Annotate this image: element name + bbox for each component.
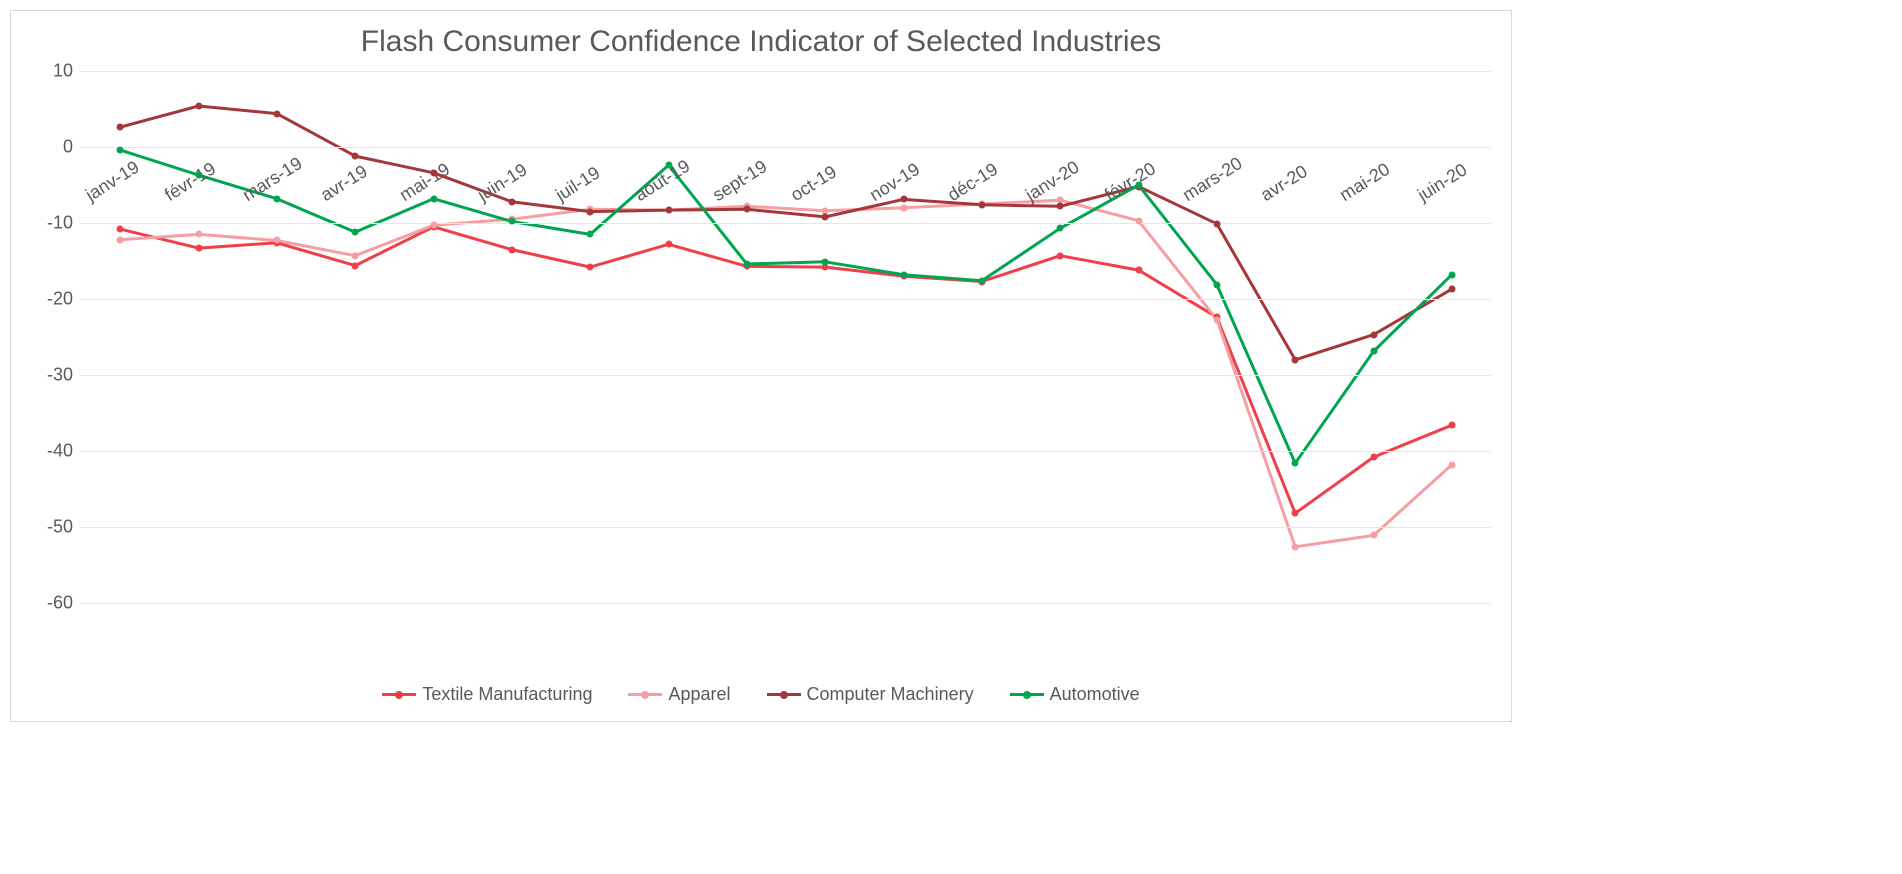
data-point — [822, 258, 829, 265]
y-axis-tick: 10 — [53, 61, 73, 82]
data-point — [1213, 220, 1220, 227]
data-point — [352, 252, 359, 259]
data-point — [430, 222, 437, 229]
legend-item: Automotive — [1010, 684, 1140, 705]
data-point — [1370, 331, 1377, 338]
data-point — [1448, 271, 1455, 278]
legend-item: Textile Manufacturing — [382, 684, 592, 705]
gridline — [81, 223, 1491, 224]
data-point — [1057, 252, 1064, 259]
series-line — [120, 200, 1452, 547]
data-point — [1370, 348, 1377, 355]
data-point — [900, 204, 907, 211]
data-point — [117, 124, 124, 131]
data-point — [273, 237, 280, 244]
legend-swatch — [767, 693, 801, 696]
legend: Textile Manufacturing Apparel Computer Mac… — [11, 683, 1511, 705]
y-axis-tick: -20 — [47, 289, 73, 310]
y-axis-tick: -50 — [47, 517, 73, 538]
data-point — [1292, 510, 1299, 517]
data-point — [743, 206, 750, 213]
series-line — [120, 150, 1452, 463]
gridline — [81, 299, 1491, 300]
legend-label: Computer Machinery — [807, 684, 974, 705]
gridline — [81, 147, 1491, 148]
data-point — [1292, 356, 1299, 363]
data-point — [1292, 460, 1299, 467]
data-point — [1057, 225, 1064, 232]
data-point — [665, 162, 672, 169]
y-axis-tick: -10 — [47, 213, 73, 234]
data-point — [978, 201, 985, 208]
data-point — [352, 262, 359, 269]
gridline — [81, 527, 1491, 528]
data-point — [665, 241, 672, 248]
legend-item: Apparel — [628, 684, 730, 705]
data-point — [273, 195, 280, 202]
gridline — [81, 375, 1491, 376]
data-point — [273, 110, 280, 117]
data-point — [1370, 532, 1377, 539]
data-point — [587, 231, 594, 238]
data-point — [352, 229, 359, 236]
data-point — [1213, 281, 1220, 288]
gridline — [81, 71, 1491, 72]
data-point — [1135, 217, 1142, 224]
y-axis-tick: -40 — [47, 441, 73, 462]
data-point — [900, 271, 907, 278]
data-point — [1448, 286, 1455, 293]
data-point — [1370, 454, 1377, 461]
data-point — [1292, 543, 1299, 550]
data-point — [117, 226, 124, 233]
chart-title: Flash Consumer Confidence Indicator of S… — [11, 25, 1511, 59]
legend-swatch — [1010, 693, 1044, 696]
chart-frame: Flash Consumer Confidence Indicator of S… — [10, 10, 1512, 722]
data-point — [1057, 203, 1064, 210]
data-point — [978, 277, 985, 284]
data-point — [1135, 182, 1142, 189]
data-point — [822, 213, 829, 220]
gridline — [81, 451, 1491, 452]
data-point — [1448, 461, 1455, 468]
data-point — [508, 198, 515, 205]
data-point — [900, 196, 907, 203]
y-axis-tick: -30 — [47, 365, 73, 386]
data-point — [117, 147, 124, 154]
data-point — [1213, 316, 1220, 323]
data-point — [430, 169, 437, 176]
legend-label: Apparel — [668, 684, 730, 705]
y-axis-tick: -60 — [47, 593, 73, 614]
data-point — [508, 218, 515, 225]
series-line — [120, 106, 1452, 360]
legend-item: Computer Machinery — [767, 684, 974, 705]
data-point — [587, 264, 594, 271]
data-point — [1448, 422, 1455, 429]
plot-area: 100-10-20-30-40-50-60janv-19févr-19mars-… — [81, 71, 1491, 641]
legend-label: Textile Manufacturing — [422, 684, 592, 705]
legend-swatch — [382, 693, 416, 696]
data-point — [195, 172, 202, 179]
y-axis-tick: 0 — [63, 137, 73, 158]
data-point — [1135, 267, 1142, 274]
gridline — [81, 603, 1491, 604]
legend-label: Automotive — [1050, 684, 1140, 705]
data-point — [430, 195, 437, 202]
data-point — [587, 208, 594, 215]
series-line — [120, 227, 1452, 514]
data-point — [195, 231, 202, 238]
legend-swatch — [628, 693, 662, 696]
data-point — [117, 236, 124, 243]
data-point — [743, 261, 750, 268]
data-point — [508, 246, 515, 253]
data-point — [665, 207, 672, 214]
data-point — [195, 245, 202, 252]
data-point — [195, 102, 202, 109]
data-point — [352, 153, 359, 160]
